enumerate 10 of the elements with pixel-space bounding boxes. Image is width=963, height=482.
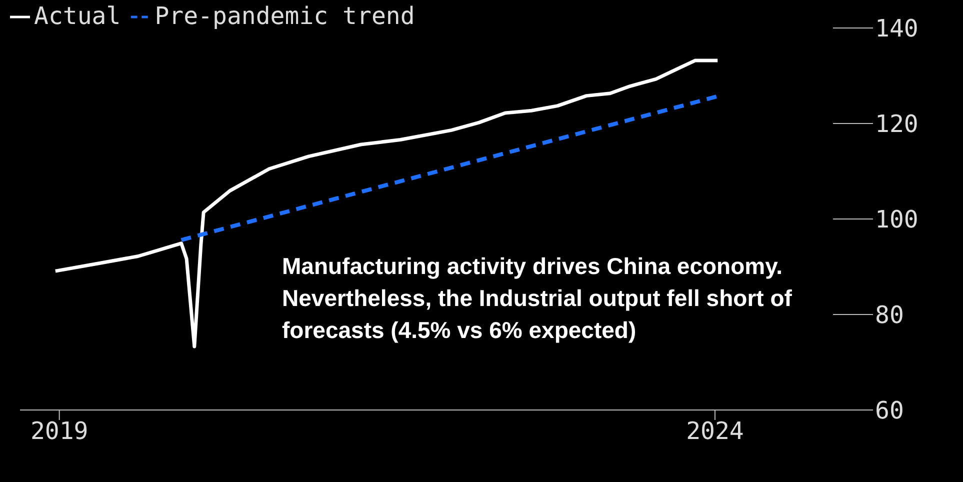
x-tick-label: 2019: [30, 417, 88, 446]
x-tick-label: 2024: [686, 417, 744, 446]
y-tick-label: 140: [875, 14, 918, 43]
legend-label: Actual: [34, 2, 121, 30]
y-tick-label: 120: [875, 110, 918, 138]
y-tick-label: 80: [875, 301, 904, 330]
y-tick-label: 60: [875, 396, 904, 425]
legend-label: Pre-pandemic trend: [154, 2, 415, 30]
annotation: Manufacturing activity drives China economy. Nevertheless, the Industrial output fell short of forecasts (4.5% vs 6% expected): [282, 252, 793, 345]
y-tick-label: 100: [875, 206, 918, 234]
